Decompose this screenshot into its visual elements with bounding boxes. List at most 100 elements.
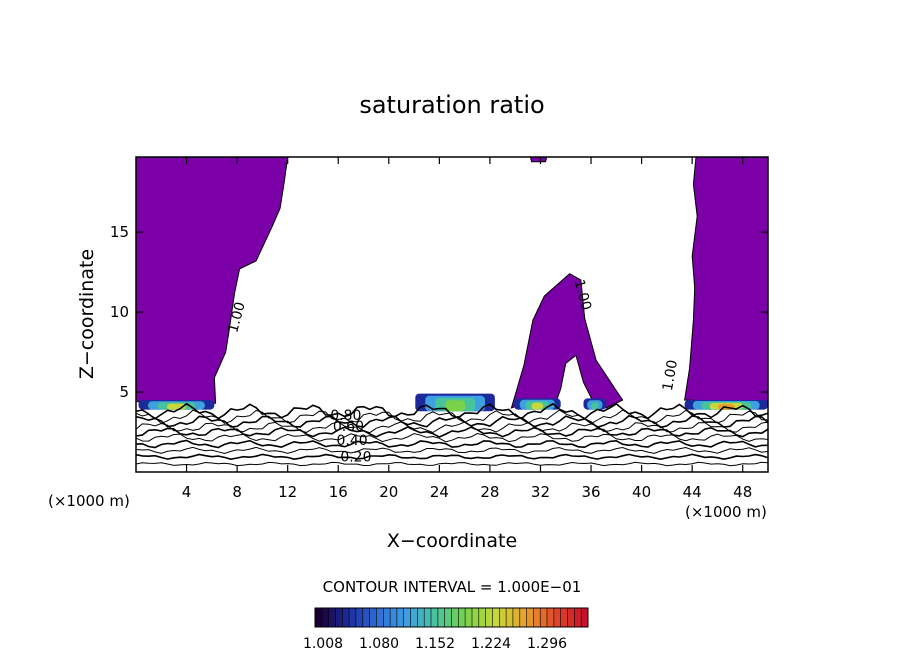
contour-label: 0.60 [333,419,364,435]
colorbar [314,607,589,628]
high-saturation-patches [138,393,768,412]
colorbar-swatch [519,608,528,627]
colorbar-swatch [335,608,343,627]
colorbar-swatch [581,608,589,627]
x-tick-label: 28 [480,483,499,501]
contour-line [135,402,769,420]
colorbar-swatch [499,608,507,627]
colorbar-swatch [472,608,480,627]
colorbar-swatch [547,608,555,627]
colorbar-swatch [437,608,446,627]
x-unit-label-right: (×1000 m) [685,503,767,521]
contour-labels: 0.800.600.400.20 1.00 1.00 1.00 [225,278,681,466]
x-axis-label: X−coordinate [387,530,517,552]
colorbar-swatch [540,608,548,627]
x-tick-label: 44 [683,483,702,501]
contour-label: 1.00 [571,278,595,312]
x-tick-label: 16 [329,483,348,501]
colorbar-swatch [533,608,541,627]
x-tick-label: 40 [632,483,651,501]
x-tick-label: 8 [232,483,242,501]
y-axis-ticks: 5 10 15 [110,223,768,401]
x-unit-label-left: (×1000 m) [48,492,130,510]
colorbar-swatch [492,608,500,627]
colorbar-tick-labels: 1.008 1.080 1.152 1.224 1.296 [303,636,567,652]
colorbar-swatch [355,608,364,627]
colorbar-swatch [574,608,582,627]
contour-line [135,409,769,425]
left-saturated-region [135,156,289,404]
colorbar-swatch [485,608,493,627]
contour-line [135,446,769,455]
x-tick-label: 12 [278,483,297,501]
colorbar-swatch [410,608,418,627]
colorbar-swatch [315,608,323,627]
contour-line [135,439,769,449]
contour-line [135,421,769,434]
colorbar-swatch [342,608,350,627]
y-tick-label: 10 [110,303,129,321]
contour-line [135,426,769,438]
colorbar-swatch [553,608,562,627]
contour-label: 1.00 [660,359,681,392]
colorbar-swatch [478,608,487,627]
colorbar-swatch [349,608,357,627]
plot-frame [135,156,769,473]
contour-line [135,432,769,443]
colorbar-swatch [506,608,514,627]
colorbar-swatch [376,608,384,627]
saturated-regions [135,156,769,409]
colorbar-swatch [526,608,534,627]
colorbar-tick-label: 1.080 [359,636,399,652]
colorbar-swatch [424,608,432,627]
colorbar-swatch [465,608,473,627]
colorbar-swatch [369,608,377,627]
colorbar-swatch [567,608,575,627]
contour-line [135,461,769,467]
contour-label: 0.20 [340,450,371,466]
contour-line [135,414,769,429]
colorbar-swatch [403,608,411,627]
colorbar-swatch [396,608,405,627]
colorbar-swatch [383,608,391,627]
colorbar-swatch [451,608,459,627]
contour-label: 1.00 [225,300,249,334]
colorbar-swatch [458,608,466,627]
colorbar-swatch [417,608,425,627]
chart-title: saturation ratio [359,91,544,119]
colorbar-tick-label: 1.296 [527,636,567,652]
x-tick-label: 20 [379,483,398,501]
colorbar-swatch [512,608,521,627]
contour-interval-text: CONTOUR INTERVAL = 1.000E−01 [323,578,582,596]
colorbar-tick-label: 1.152 [415,636,455,652]
colorbar-swatch [362,608,371,627]
contour-lines [135,402,769,467]
x-axis-ticks: 4 8 12 16 20 24 28 32 36 40 44 48 [182,157,752,501]
colorbar-frame [314,607,589,628]
patch-arch-right [591,402,599,410]
colorbar-swatch [444,608,452,627]
x-tick-label: 4 [182,483,192,501]
colorbar-tick-label: 1.224 [471,636,511,652]
x-tick-label: 48 [733,483,752,501]
colorbar-tick-label: 1.008 [303,636,343,652]
colorbar-swatch [431,608,439,627]
x-tick-label: 36 [581,483,600,501]
x-tick-label: 24 [430,483,449,501]
colorbar-swatch [390,608,398,627]
contour-line [135,453,769,461]
contour-label: 0.80 [330,408,361,424]
y-axis-label: Z−coordinate [76,249,98,379]
y-tick-label: 5 [119,383,129,401]
colorbar-swatch [560,608,568,627]
patch-mid [445,400,466,412]
right-saturated-region [684,156,769,404]
x-tick-label: 32 [531,483,550,501]
y-tick-label: 15 [110,223,129,241]
contour-label: 0.40 [337,433,368,449]
patch-arch-left [531,402,544,410]
colorbar-swatch [321,608,330,627]
arch-saturated-region [510,273,624,409]
colorbar-swatch [328,608,336,627]
